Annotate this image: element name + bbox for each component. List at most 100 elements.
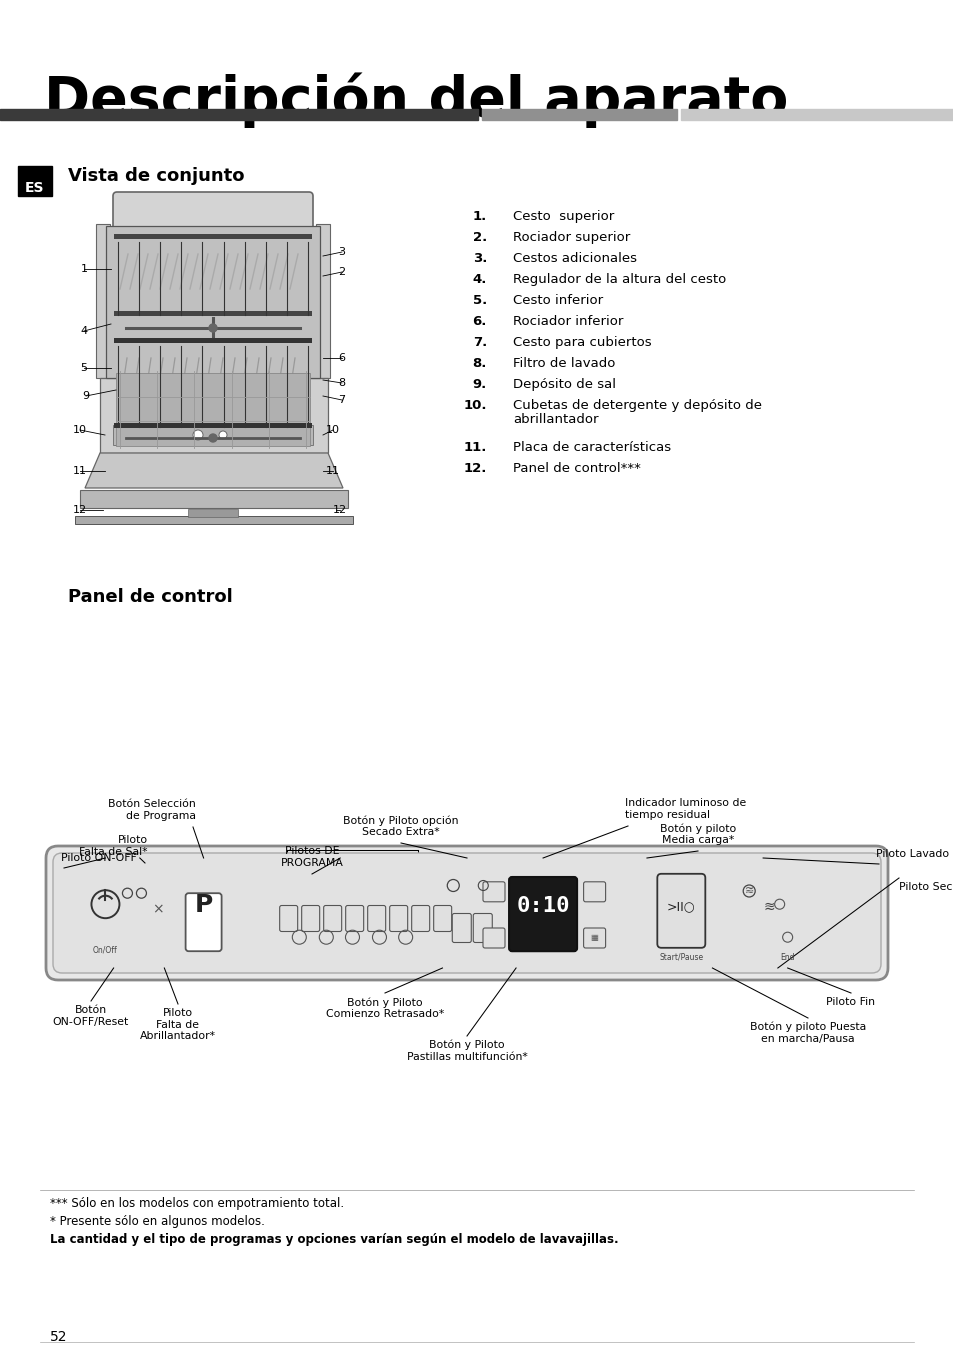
- Text: 12.: 12.: [463, 462, 486, 476]
- Text: abrillantador: abrillantador: [513, 413, 598, 426]
- Bar: [113, 234, 312, 239]
- Text: Placa de características: Placa de características: [513, 440, 670, 454]
- Bar: [188, 509, 237, 517]
- Text: Indicador luminoso de
tiempo residual: Indicador luminoso de tiempo residual: [624, 798, 745, 820]
- FancyBboxPatch shape: [389, 905, 407, 931]
- Text: Cestos adicionales: Cestos adicionales: [513, 253, 637, 265]
- Bar: [116, 373, 310, 446]
- FancyBboxPatch shape: [473, 913, 492, 943]
- Text: 5: 5: [80, 363, 88, 373]
- Bar: [18, 166, 52, 196]
- Text: Start/Pause: Start/Pause: [659, 952, 702, 962]
- Text: Botón y Piloto opción
Secado Extra*: Botón y Piloto opción Secado Extra*: [343, 815, 458, 838]
- Text: 10.: 10.: [463, 399, 486, 412]
- Circle shape: [193, 430, 203, 440]
- Text: 11: 11: [326, 466, 339, 476]
- FancyBboxPatch shape: [657, 874, 704, 948]
- Text: Piloto
Falta de Sal*: Piloto Falta de Sal*: [79, 835, 148, 857]
- FancyBboxPatch shape: [112, 192, 313, 230]
- Text: End: End: [780, 952, 794, 962]
- Bar: [0, 109, 477, 120]
- Text: Botón y piloto
Media carga*: Botón y piloto Media carga*: [659, 823, 736, 846]
- Text: 6.: 6.: [472, 315, 486, 328]
- Circle shape: [209, 324, 216, 332]
- Text: 12: 12: [72, 505, 87, 515]
- Text: * Presente sólo en algunos modelos.: * Presente sólo en algunos modelos.: [50, 1215, 265, 1228]
- Text: P: P: [194, 893, 213, 917]
- Text: 7: 7: [338, 394, 345, 405]
- Text: Vista de conjunto: Vista de conjunto: [68, 168, 244, 185]
- Text: 7.: 7.: [473, 336, 486, 349]
- Text: 9: 9: [82, 390, 90, 401]
- Text: Rociador superior: Rociador superior: [513, 231, 630, 245]
- Text: Rociador inferior: Rociador inferior: [513, 315, 622, 328]
- Text: ES: ES: [25, 181, 45, 195]
- Text: 8: 8: [338, 378, 345, 388]
- Bar: [113, 311, 312, 316]
- Text: 9.: 9.: [473, 378, 486, 390]
- Text: 8.: 8.: [472, 357, 486, 370]
- Text: La cantidad y el tipo de programas y opciones varían según el modelo de lavavaji: La cantidad y el tipo de programas y opc…: [50, 1233, 618, 1246]
- Text: 6: 6: [338, 353, 345, 363]
- FancyBboxPatch shape: [186, 893, 221, 951]
- FancyBboxPatch shape: [583, 928, 605, 948]
- FancyBboxPatch shape: [482, 928, 504, 948]
- Bar: [96, 224, 110, 378]
- Text: 11: 11: [73, 466, 87, 476]
- Bar: [315, 224, 330, 378]
- Text: 2: 2: [338, 267, 345, 277]
- Text: *** Sólo en los modelos con empotramiento total.: *** Sólo en los modelos con empotramient…: [50, 1197, 344, 1210]
- FancyBboxPatch shape: [345, 905, 363, 931]
- Bar: [100, 378, 328, 453]
- FancyBboxPatch shape: [53, 852, 880, 973]
- Bar: [112, 426, 313, 444]
- Text: Piloto
Falta de
Abrillantador*: Piloto Falta de Abrillantador*: [140, 1008, 215, 1042]
- Bar: [481, 109, 677, 120]
- FancyBboxPatch shape: [412, 905, 429, 931]
- Text: Cubetas de detergente y depósito de: Cubetas de detergente y depósito de: [513, 399, 761, 412]
- Text: 12: 12: [333, 505, 347, 515]
- Bar: [113, 338, 312, 343]
- Text: Descripción del aparato: Descripción del aparato: [44, 72, 787, 127]
- Text: 3.: 3.: [472, 253, 486, 265]
- Text: Filtro de lavado: Filtro de lavado: [513, 357, 615, 370]
- Text: 1.: 1.: [473, 209, 486, 223]
- Text: ▦: ▦: [590, 932, 598, 942]
- Text: Botón y Piloto
Pastillas multifunción*: Botón y Piloto Pastillas multifunción*: [406, 1040, 527, 1062]
- FancyBboxPatch shape: [279, 905, 297, 931]
- FancyBboxPatch shape: [509, 877, 577, 951]
- Text: Piloto Lavado: Piloto Lavado: [875, 848, 948, 859]
- Circle shape: [219, 431, 227, 439]
- Bar: [106, 226, 319, 378]
- Text: Piloto ON-OFF: Piloto ON-OFF: [61, 852, 136, 863]
- Text: Piloto Fin: Piloto Fin: [825, 997, 875, 1006]
- Text: Cesto inferior: Cesto inferior: [513, 295, 602, 307]
- FancyBboxPatch shape: [434, 905, 451, 931]
- FancyBboxPatch shape: [583, 882, 605, 902]
- FancyBboxPatch shape: [482, 882, 504, 902]
- Text: Pilotos DE
PROGRAMA: Pilotos DE PROGRAMA: [280, 846, 343, 867]
- Text: On/Off: On/Off: [93, 946, 118, 955]
- Text: 2.: 2.: [473, 231, 486, 245]
- Text: Depósito de sal: Depósito de sal: [513, 378, 616, 390]
- FancyBboxPatch shape: [46, 846, 887, 979]
- Text: >II○: >II○: [666, 900, 695, 913]
- Text: 4: 4: [80, 326, 88, 336]
- Text: 0:10: 0:10: [516, 897, 569, 916]
- FancyBboxPatch shape: [301, 905, 319, 931]
- Circle shape: [209, 434, 216, 442]
- Text: Botón
ON-OFF/Reset: Botón ON-OFF/Reset: [52, 1005, 129, 1027]
- FancyBboxPatch shape: [323, 905, 341, 931]
- Text: Regulador de la altura del cesto: Regulador de la altura del cesto: [513, 273, 725, 286]
- Text: Panel de control***: Panel de control***: [513, 462, 640, 476]
- Text: ≋: ≋: [763, 900, 775, 913]
- Text: 10: 10: [326, 426, 339, 435]
- Bar: [80, 490, 348, 508]
- Text: Botón Selección
de Programa: Botón Selección de Programa: [108, 798, 195, 820]
- Text: ×: ×: [152, 902, 163, 917]
- Text: 11.: 11.: [463, 440, 486, 454]
- Polygon shape: [85, 453, 343, 488]
- Bar: [680, 109, 953, 120]
- FancyBboxPatch shape: [452, 913, 471, 943]
- Text: 1: 1: [80, 263, 88, 274]
